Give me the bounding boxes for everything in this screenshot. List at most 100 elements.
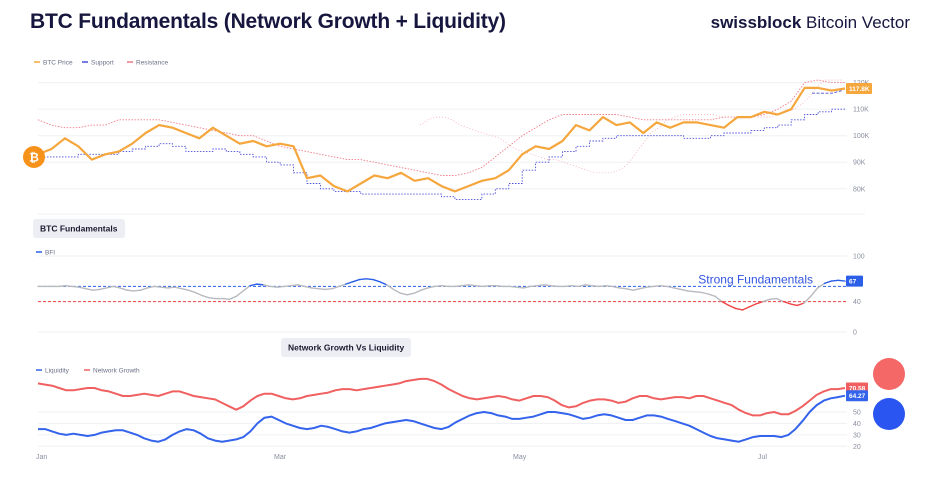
bfi-line-segment <box>351 278 361 283</box>
bfi-line-segment <box>673 287 682 291</box>
bfi-line-segment <box>666 285 675 289</box>
price-last-badge-bg <box>846 82 872 94</box>
bfi-line-segment <box>543 284 552 287</box>
bfi-line-segment <box>420 287 429 291</box>
bfi-line-segment <box>816 282 826 289</box>
bfi-line-segment <box>529 284 538 288</box>
bfi-line-segment <box>741 306 750 311</box>
bfi-line-segment <box>468 284 477 287</box>
bfi-line-segment <box>379 281 388 286</box>
bfi-line-segment <box>427 285 436 289</box>
bfi-line-segment <box>495 284 504 288</box>
bfi-line-segment <box>105 285 114 289</box>
bfi-line-segment <box>365 278 374 281</box>
btc-price-line <box>37 86 846 193</box>
fundamentals-ytick: 0 <box>853 330 857 337</box>
bfi-line-segment <box>112 285 121 289</box>
x-axis-tick: May <box>513 454 527 461</box>
fundamentals-ytick: 100 <box>853 254 865 261</box>
brand-bold: swissblock <box>710 13 802 32</box>
bfi-line-segment <box>830 279 839 282</box>
bfi-line-segment <box>570 284 579 288</box>
bfi-line-segment <box>728 304 737 310</box>
bfi-line-segment <box>153 285 162 288</box>
bfi-line-segment <box>693 291 703 294</box>
bfi-line-segment <box>803 295 812 304</box>
legend-btc-price-label: BTC Price <box>43 59 73 66</box>
bfi-line-segment <box>338 283 347 288</box>
bfi-line-segment <box>700 291 709 295</box>
bfi-line-segment <box>78 286 87 290</box>
bfi-line-segment <box>721 300 730 307</box>
legend-support-label: Support <box>91 59 114 66</box>
bfi-line-segment <box>256 283 265 286</box>
network-ytick: 40 <box>853 421 861 428</box>
price-ytick: 100K <box>853 133 870 140</box>
bfi-line-segment <box>454 284 463 288</box>
bfi-line-segment <box>92 288 101 291</box>
bfi-line-segment <box>358 278 367 281</box>
bfi-line-segment <box>762 298 771 303</box>
bfi-line-segment <box>584 284 593 287</box>
fundamentals-title: BTC Fundamentals <box>40 224 118 234</box>
bfi-line-segment <box>440 284 450 288</box>
bfi-line-segment <box>167 286 176 289</box>
resistance-upper-line <box>419 79 842 174</box>
bfi-line-segment <box>126 289 135 292</box>
bfi-line-segment <box>276 285 285 288</box>
bfi-last-badge-bg <box>846 275 863 287</box>
bfi-line-segment <box>639 286 648 290</box>
bfi-line-segment <box>269 285 279 288</box>
bfi-line-segment <box>331 285 340 290</box>
fundamentals-title-bg <box>33 219 125 238</box>
network-last-badge: 70.58 <box>849 386 866 393</box>
bfi-line-segment <box>461 284 470 287</box>
bfi-line-segment <box>64 284 73 288</box>
bfi-line-segment <box>577 284 586 288</box>
bitcoin-icon-glyph: ₿ <box>29 151 39 165</box>
price-ytick: 110K <box>853 107 869 114</box>
network-title-bg <box>281 338 411 357</box>
red-circle-icon <box>873 358 905 390</box>
bfi-line-segment <box>235 290 244 297</box>
bfi-line-segment <box>433 284 443 288</box>
legend-liquidity-label: Liquidity <box>45 367 70 374</box>
bfi-line-segment <box>687 290 696 293</box>
price-last-badge: 117.8K <box>849 86 870 93</box>
bfi-line-segment <box>372 278 381 283</box>
bfi-line-segment <box>85 287 94 291</box>
bfi-line-segment <box>208 297 217 300</box>
bfi-line-segment <box>392 288 402 294</box>
x-axis-tick: Jan <box>36 454 47 461</box>
bfi-last-badge: 67 <box>849 279 857 286</box>
legend-network-growth-label: Network Growth <box>93 367 140 374</box>
bfi-line-segment <box>133 289 142 292</box>
bfi-line-segment <box>598 284 607 288</box>
bfi-line-segment <box>748 303 757 308</box>
bfi-line-segment <box>98 287 108 291</box>
legend-resistance-label: Resistance <box>136 59 169 66</box>
brand-logo: swissblock Bitcoin Vector <box>711 13 910 33</box>
bfi-line-segment <box>550 284 559 288</box>
bfi-line-segment <box>317 287 326 291</box>
bfi-line-segment <box>837 279 846 282</box>
bfi-line-segment <box>769 297 778 301</box>
blue-circle-icon <box>873 398 905 430</box>
bfi-line-segment <box>789 303 798 307</box>
bfi-line-segment <box>221 297 231 301</box>
liquidity-line <box>38 394 846 443</box>
bfi-line-segment <box>474 284 484 288</box>
bfi-line-segment <box>228 295 238 301</box>
bfi-line-segment <box>652 284 662 288</box>
bfi-line-segment <box>119 287 128 291</box>
bfi-line-segment <box>413 289 422 294</box>
bfi-line-segment <box>304 285 313 289</box>
bfi-line-segment <box>659 284 668 288</box>
bfi-line-segment <box>516 286 525 289</box>
bfi-line-segment <box>187 289 196 294</box>
resistance-line <box>37 79 845 176</box>
bfi-line-segment <box>194 291 203 297</box>
bfi-line-segment <box>283 284 292 288</box>
bfi-line-segment <box>611 285 621 289</box>
bfi-line-segment <box>775 297 785 303</box>
